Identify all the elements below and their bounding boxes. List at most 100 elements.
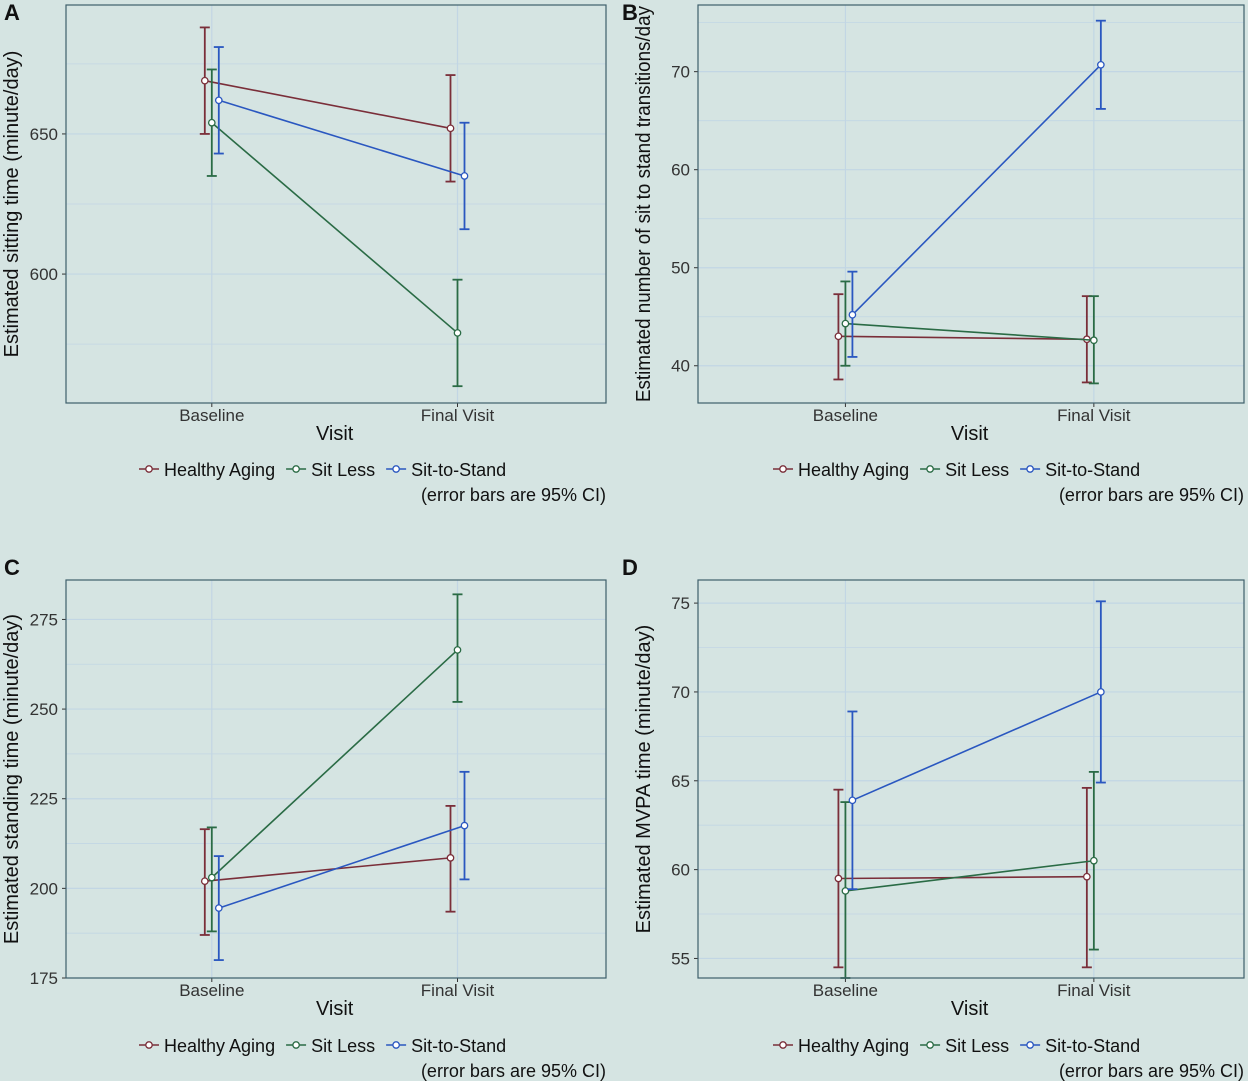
panel-c-sit-to-stand-line <box>218 824 465 909</box>
panel-c-plot-border <box>65 579 607 979</box>
panel-a-y-axis-title: Estimated sitting time (minute/day) <box>1 51 23 358</box>
panel-b-y-tick-label: 50 <box>671 259 690 278</box>
legend-key-point <box>145 465 153 473</box>
legend-key-point <box>926 1041 934 1049</box>
legend-label: Healthy Aging <box>798 1036 909 1056</box>
legend-label: Healthy Aging <box>164 1036 275 1056</box>
panel-b-sit-less-line <box>845 322 1094 342</box>
legend-key-point <box>292 1041 300 1049</box>
legend-label: Sit Less <box>945 460 1009 480</box>
legend-label: Sit Less <box>311 460 375 480</box>
panel-a-sit-less-line <box>211 122 459 334</box>
panel-c-y-tick-label: 175 <box>30 969 58 988</box>
panel-c-x-tick-label-final-visit: Final Visit <box>421 981 495 1000</box>
panel-d-legend-item-sit-to-stand: Sit-to-Stand <box>1020 1036 1140 1056</box>
panel-c-healthy-aging-line <box>204 857 451 882</box>
panel-d-y-tick-label: 70 <box>671 683 690 702</box>
panel-d-y-tick-label: 65 <box>671 772 690 791</box>
panel-c-legend-item-sit-less: Sit Less <box>286 1036 375 1056</box>
panel-d-y-tick-label: 55 <box>671 949 690 968</box>
panel-b-sit-less-point <box>841 319 850 328</box>
panel-d-letter: D <box>622 555 638 580</box>
panel-c-x-tick-label-baseline: Baseline <box>179 981 244 1000</box>
panel-b-legend-item-healthy-aging: Healthy Aging <box>773 460 909 480</box>
legend-key-point <box>392 465 400 473</box>
panel-d-plot-background <box>698 580 1244 978</box>
panel-a-legend-note: (error bars are 95% CI) <box>421 485 606 505</box>
panel-b-y-tick-label: 70 <box>671 63 690 82</box>
panel-c-legend-note: (error bars are 95% CI) <box>421 1061 606 1081</box>
panel-d-x-tick-label-baseline: Baseline <box>813 981 878 1000</box>
legend-key-point <box>392 1041 400 1049</box>
panel-a-sit-to-stand-line <box>218 99 465 177</box>
panel-a-x-tick-label-baseline: Baseline <box>179 406 244 425</box>
panel-c-sit-less-line <box>211 649 459 879</box>
panel-a: 600 650 Baseline Final Visit A Visit Estimated… <box>1 0 607 505</box>
panel-d-y-tick-label: 75 <box>671 594 690 613</box>
panel-d-legend: Healthy Aging Sit Less Sit-to-Stand (error … <box>773 1036 1244 1081</box>
panel-a-letter: A <box>4 0 20 25</box>
legend-key-point <box>292 465 300 473</box>
panel-c-y-tick-label: 250 <box>30 700 58 719</box>
panel-b-sit-less-point <box>1090 336 1098 345</box>
panel-c-letter: C <box>4 555 20 580</box>
panel-b-plot-background <box>698 5 1244 403</box>
panel-a-healthy-aging-line <box>204 79 451 130</box>
legend-label: Sit Less <box>945 1036 1009 1056</box>
panel-c-plot-background <box>66 580 606 978</box>
panel-d-healthy-aging-line <box>838 875 1087 880</box>
panel-d-plot-border <box>697 579 1245 979</box>
panel-b-x-tick-label-final-visit: Final Visit <box>1057 406 1131 425</box>
panel-c-legend-item-sit-to-stand: Sit-to-Stand <box>386 1036 506 1056</box>
legend-label: Sit-to-Stand <box>411 1036 506 1056</box>
panel-c-sit-less-point <box>453 646 462 654</box>
legend-key-point <box>926 465 934 473</box>
panel-d-sit-less-point <box>1090 856 1098 865</box>
panel-c-healthy-aging-point <box>200 877 209 886</box>
panel-b-letter: B <box>622 0 638 25</box>
panel-c-legend: Healthy Aging Sit Less Sit-to-Stand (error … <box>139 1036 606 1081</box>
panel-a-x-tick-label-final-visit: Final Visit <box>421 406 495 425</box>
panel-b-healthy-aging-line <box>838 335 1087 341</box>
panel-a-legend-item-healthy-aging: Healthy Aging <box>139 460 275 480</box>
panel-d-sit-less-line <box>845 859 1094 892</box>
legend-key-point <box>779 1041 787 1049</box>
panel-b-sit-to-stand-line <box>851 64 1102 316</box>
panel-a-x-axis-title: Visit <box>316 423 354 445</box>
panel-c-y-tick-label: 200 <box>30 879 58 898</box>
panel-d-y-axis-title: Estimated MVPA time (minute/day) <box>633 625 655 934</box>
panel-a-legend: Healthy Aging Sit Less Sit-to-Stand (error … <box>139 460 606 505</box>
panel-c-y-axis-title: Estimated standing time (minute/day) <box>1 614 23 944</box>
panel-d-legend-item-sit-less: Sit Less <box>920 1036 1009 1056</box>
legend-key-point <box>779 465 787 473</box>
panel-c-y-tick-label: 225 <box>30 790 58 809</box>
legend-key-point <box>1026 1041 1034 1049</box>
panel-a-healthy-aging-point <box>200 76 209 85</box>
panel-d-sit-less-point <box>841 887 850 895</box>
panel-b-legend: Healthy Aging Sit Less Sit-to-Stand (error … <box>773 460 1244 505</box>
legend-label: Sit-to-Stand <box>1045 1036 1140 1056</box>
panel-b-sit-to-stand-point <box>848 310 857 319</box>
panel-d-sit-to-stand-line <box>852 691 1102 802</box>
panel-b-y-tick-label: 60 <box>671 161 690 180</box>
panel-b-legend-item-sit-to-stand: Sit-to-Stand <box>1020 460 1140 480</box>
panel-b-x-axis-title: Visit <box>951 423 989 445</box>
panel-a-plot-border <box>65 4 607 404</box>
panel-d-sit-to-stand-point <box>848 796 857 805</box>
panel-b-legend-item-sit-less: Sit Less <box>920 460 1009 480</box>
panel-c-sit-to-stand-point <box>214 904 223 912</box>
panel-a-y-tick-label: 600 <box>30 265 58 284</box>
panel-b-y-axis-title: Estimated number of sit to stand transit… <box>633 6 655 402</box>
panel-c-healthy-aging-point <box>446 854 455 862</box>
panel-d-legend-item-healthy-aging: Healthy Aging <box>773 1036 909 1056</box>
panel-d-healthy-aging-point <box>1083 872 1091 881</box>
panel-a-sit-to-stand-point <box>460 172 469 180</box>
legend-label: Sit-to-Stand <box>411 460 506 480</box>
panel-d-y-tick-label: 60 <box>671 861 690 880</box>
panel-b-x-tick-label-baseline: Baseline <box>813 406 878 425</box>
panel-a-healthy-aging-point <box>446 124 455 133</box>
panel-d-healthy-aging-point <box>834 874 843 883</box>
panel-c-sit-less-point <box>207 873 216 882</box>
panel-b: 40 50 60 70 Baseline Final Visit B Visit Estimat… <box>622 0 1245 505</box>
